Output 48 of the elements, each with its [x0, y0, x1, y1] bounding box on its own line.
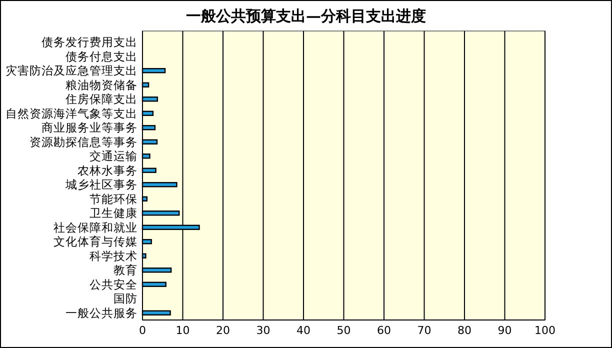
- y-tick-label: 卫生健康: [90, 206, 138, 220]
- bar: [142, 68, 166, 74]
- x-tick-label: 100: [534, 324, 556, 337]
- y-tick-label: 债务付息支出: [66, 49, 138, 64]
- bar: [142, 310, 171, 316]
- bar: [142, 253, 146, 258]
- x-tick-label: 40: [296, 324, 310, 337]
- y-tick-label: 科学技术: [90, 248, 138, 263]
- bar: [142, 196, 148, 202]
- x-tick-label: 50: [336, 324, 351, 337]
- bar: [142, 168, 156, 173]
- y-tick-label: 粮油物资储备: [66, 78, 138, 92]
- bar: [142, 182, 178, 188]
- bar: [142, 82, 150, 88]
- bar: [142, 125, 156, 130]
- y-tick-label: 国防: [114, 292, 138, 306]
- x-tick-label: 60: [377, 324, 391, 337]
- bar: [142, 282, 166, 287]
- y-tick-label: 自然资源海洋气象等支出: [6, 106, 138, 120]
- y-tick-label: 社会保障和就业: [54, 220, 138, 234]
- x-tick-label: 80: [458, 324, 472, 337]
- y-tick-label: 教育: [114, 263, 138, 278]
- y-tick-label: 节能环保: [90, 192, 138, 206]
- x-tick-label: 70: [417, 324, 432, 337]
- y-tick-label: 商业服务业等事务: [42, 120, 138, 135]
- y-tick-label: 城乡社区事务: [64, 178, 138, 192]
- bar: [142, 110, 154, 116]
- y-tick-label: 农林水事务: [78, 163, 138, 178]
- bar: [142, 154, 150, 159]
- y-tick-label: 住房保障支出: [64, 92, 138, 106]
- y-tick-label: 债务发行费用支出: [42, 35, 138, 50]
- chart-title: 一般公共预算支出—分科目支出进度: [186, 7, 426, 25]
- bar: [142, 139, 158, 144]
- bar: [142, 96, 158, 102]
- y-tick-label: 一般公共服务: [66, 306, 138, 320]
- y-tick-label: 文化体育与传媒: [54, 234, 138, 249]
- bar: [142, 239, 152, 244]
- x-tick-label: 90: [498, 324, 512, 337]
- x-tick-label: 10: [176, 324, 190, 337]
- x-tick-label: 20: [216, 324, 230, 337]
- y-tick-label: 灾害防治及应急管理支出: [6, 64, 138, 78]
- y-tick-label: 交通运输: [90, 149, 138, 164]
- bar: [142, 268, 172, 273]
- bar: [142, 210, 180, 216]
- y-tick-label: 资源勘探信息等事务: [30, 134, 138, 149]
- y-tick-label: 公共安全: [90, 277, 138, 292]
- x-tick-label: 30: [256, 324, 270, 337]
- x-tick-label: 0: [139, 324, 146, 337]
